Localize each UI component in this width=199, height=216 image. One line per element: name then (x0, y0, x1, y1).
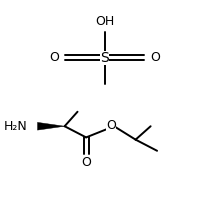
Text: O: O (81, 156, 91, 169)
Text: O: O (50, 51, 60, 64)
Text: H₂N: H₂N (3, 120, 27, 133)
Text: O: O (106, 119, 116, 132)
Text: O: O (150, 51, 160, 64)
Text: OH: OH (95, 14, 114, 27)
Polygon shape (37, 122, 65, 130)
Text: S: S (100, 51, 109, 65)
